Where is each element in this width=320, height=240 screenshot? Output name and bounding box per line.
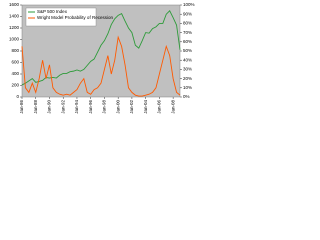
y-tick-label: 1000 <box>9 37 20 42</box>
x-tick-label: Jan-08 <box>170 100 175 114</box>
y2-tick-label: 100% <box>183 2 195 7</box>
y2-tick-label: 60% <box>183 39 192 44</box>
series-line <box>21 35 181 97</box>
x-tick-label: Jan-06 <box>157 100 162 114</box>
series-line <box>21 9 181 86</box>
x-tick-label: Jan-90 <box>47 100 52 114</box>
x-tick-label: Jan-88 <box>33 100 38 114</box>
y2-tick-label: 40% <box>183 57 192 62</box>
y-tick-label: 600 <box>11 60 19 65</box>
chart: 0 200 400 600 800 1000 1200 1400 1600 0% 10% 20% 30%… <box>9 2 195 114</box>
x-tick-label: Jan-04 <box>143 100 148 114</box>
y2-tick-label: 30% <box>183 67 192 72</box>
x-tick-label: Jan-96 <box>88 100 93 114</box>
x-tick-label: Jan-98 <box>102 100 107 114</box>
y2-tick-label: 50% <box>183 48 192 53</box>
x-tick-label: Jan-92 <box>60 100 65 114</box>
legend-box <box>25 7 97 27</box>
x-tick-label: Jan-94 <box>74 100 79 114</box>
x-tick-label: Jan-86 <box>19 100 24 114</box>
y-tick-label: 800 <box>11 48 19 53</box>
legend-label: Wright Model Probability of Recession <box>37 15 113 20</box>
y-tick-label: 1600 <box>9 2 20 7</box>
y-tick-label: 0 <box>16 94 19 99</box>
y2-tick-label: 80% <box>183 21 192 26</box>
legend-label: S&P 500 Index <box>37 9 68 14</box>
y2-tick-label: 0% <box>183 94 190 99</box>
y2-tick-label: 20% <box>183 76 192 81</box>
y2-tick-label: 90% <box>183 11 192 16</box>
y-tick-label: 1400 <box>9 14 20 19</box>
y2-tick-label: 10% <box>183 85 192 90</box>
x-tick-label: Jan-00 <box>115 100 120 114</box>
y-tick-label: 1200 <box>9 25 20 30</box>
y2-tick-label: 70% <box>183 30 192 35</box>
y-tick-label: 200 <box>11 83 19 88</box>
x-tick-label: Jan-02 <box>129 100 134 114</box>
y-tick-label: 400 <box>11 71 19 76</box>
